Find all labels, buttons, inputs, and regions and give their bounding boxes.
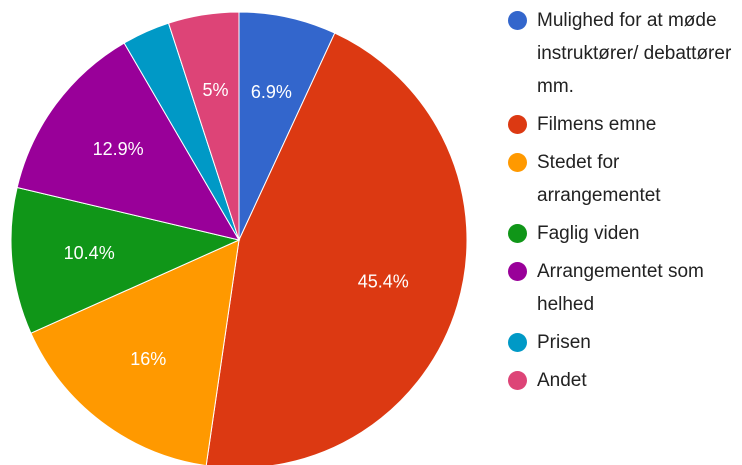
- legend-swatch: [508, 262, 527, 281]
- legend-swatch: [508, 371, 527, 390]
- legend-label: Prisen: [537, 332, 591, 353]
- legend-item: Prisen: [508, 326, 740, 359]
- legend-swatch: [508, 333, 527, 352]
- legend-label: Filmens emne: [537, 114, 657, 135]
- legend-item: Stedet for arrangementet: [508, 146, 740, 212]
- legend-label: Faglig viden: [537, 223, 640, 244]
- legend-label: Arrangementet som helhed: [537, 261, 704, 315]
- legend-swatch: [508, 115, 527, 134]
- slice-label: 5%: [202, 80, 228, 100]
- legend-item: Filmens emne: [508, 108, 740, 141]
- slice-label: 10.4%: [64, 243, 115, 263]
- slice-label: 12.9%: [93, 139, 144, 159]
- legend-swatch: [508, 224, 527, 243]
- pie-slice: [16, 42, 241, 241]
- legend-label: Stedet for arrangementet: [537, 152, 661, 206]
- legend-item: Arrangementet som helhed: [508, 255, 740, 321]
- legend-swatch: [508, 153, 527, 172]
- legend-item: Faglig viden: [508, 217, 740, 250]
- pie-slice: [205, 32, 468, 465]
- legend-item: Andet: [508, 364, 740, 397]
- pie-slice: [30, 239, 240, 465]
- legend-item: Mulighed for at møde instruktører/ debat…: [508, 4, 740, 103]
- pie-slice: [167, 11, 240, 241]
- legend-swatch: [508, 11, 527, 30]
- legend-label: Andet: [537, 370, 587, 391]
- slice-label: 6.9%: [251, 82, 292, 102]
- slice-label: 45.4%: [358, 272, 409, 292]
- legend: Mulighed for at møde instruktører/ debat…: [508, 4, 740, 397]
- slice-label: 16%: [130, 349, 166, 369]
- pie: 6.9% 45.4% 16% 10.4% 12.9% 5%: [10, 11, 468, 465]
- pie-slice: [10, 186, 241, 334]
- legend-label: Mulighed for at møde instruktører/ debat…: [537, 10, 732, 97]
